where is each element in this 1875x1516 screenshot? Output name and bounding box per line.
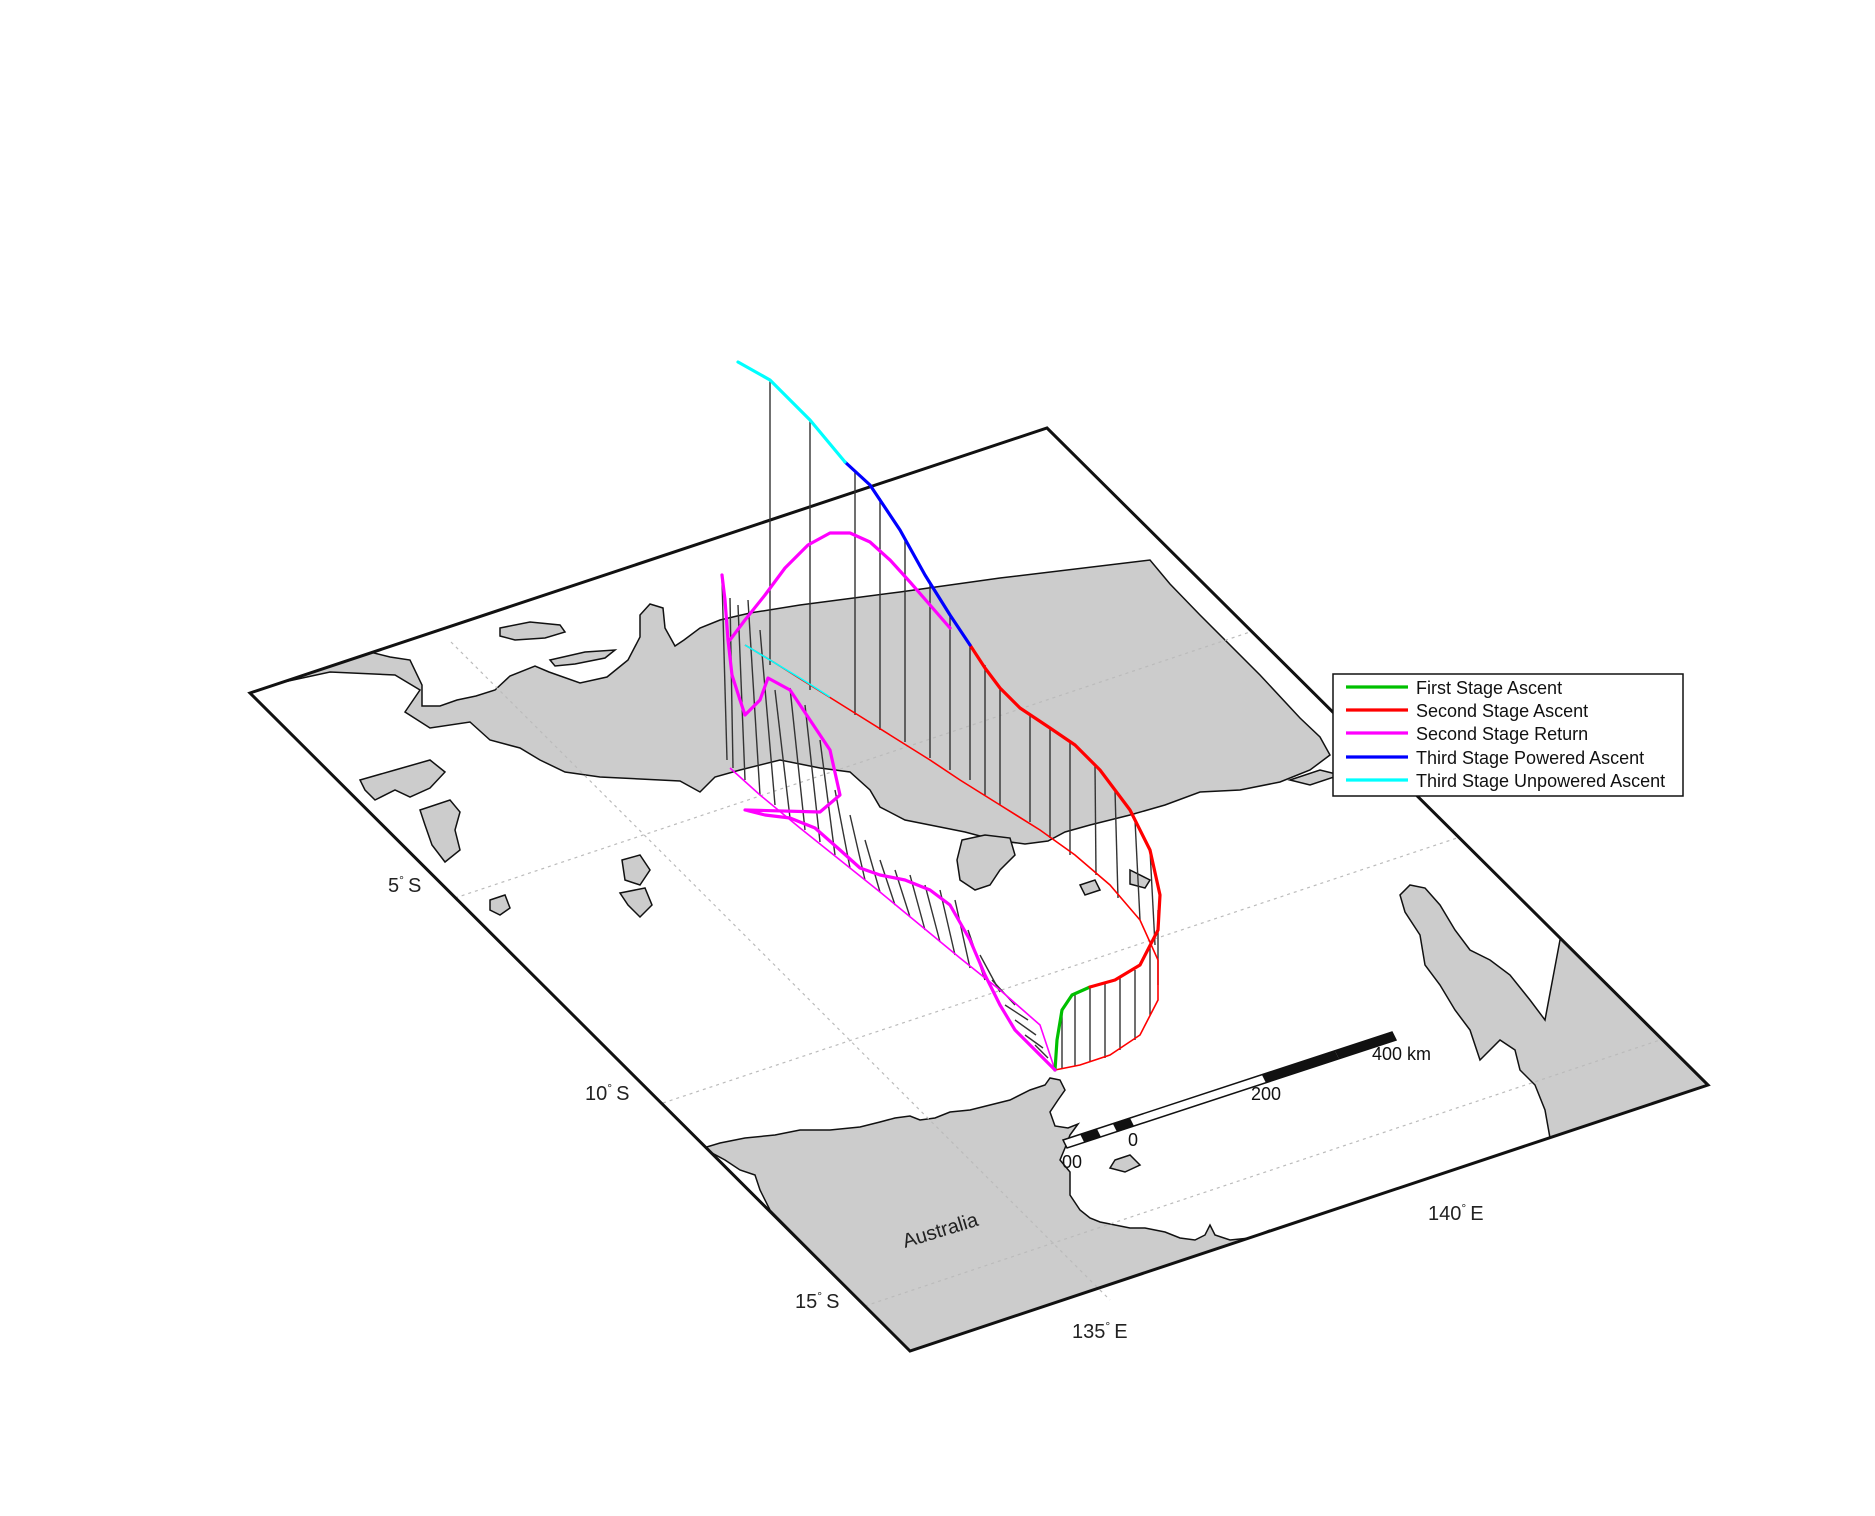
land-island-7 <box>489 894 511 916</box>
traj-third-stage-powered <box>843 460 972 647</box>
curtain-line <box>879 859 896 906</box>
curtain-line <box>1004 1004 1029 1021</box>
scale-bar: 00 0 200 400 km <box>1061 1031 1431 1172</box>
traj-first-stage-ascent <box>1053 985 1092 1072</box>
legend-box <box>1332 673 1684 797</box>
legend-entry-first-stage-ascent: First Stage Ascent <box>1346 678 1562 698</box>
curtain-line <box>1134 819 1141 921</box>
land-island-8 <box>956 834 1016 891</box>
land-island-9 <box>1129 868 1152 889</box>
scale-bar-seg-3 <box>1262 1051 1339 1083</box>
lon-label-135e: 135° E <box>1072 1319 1128 1343</box>
land-island-4 <box>419 799 461 864</box>
trajectory-curtain <box>721 380 1159 1068</box>
land-island-2 <box>548 649 618 667</box>
lon-label-140e: 140° E <box>1428 1201 1484 1225</box>
lat-label-5s: 5° S <box>388 873 421 897</box>
lat-label-10s: 10° S <box>585 1081 629 1105</box>
legend-entry-second-stage-ascent: Second Stage Ascent <box>1346 701 1588 721</box>
curtain-line <box>729 597 734 769</box>
curtain-line <box>804 704 821 843</box>
map-plane <box>250 428 1708 1351</box>
curtain-line <box>1014 1019 1037 1036</box>
legend-label: Second Stage Ascent <box>1416 701 1588 721</box>
curtain-line <box>1094 764 1097 876</box>
curtain-line <box>819 739 836 856</box>
scale-label-zero: 0 <box>1128 1130 1138 1150</box>
scale-label-minus: 00 <box>1062 1152 1082 1172</box>
curtain-line <box>864 839 881 893</box>
land-new-guinea <box>250 559 1331 845</box>
legend: First Stage Ascent Second Stage Ascent S… <box>1332 673 1684 797</box>
legend-label: Second Stage Return <box>1416 724 1588 744</box>
scale-label-200: 200 <box>1251 1084 1281 1104</box>
ground-track-third <box>744 644 831 698</box>
land-island-12 <box>1108 1154 1142 1173</box>
land-island-3 <box>358 759 447 801</box>
curtain-line <box>1034 1044 1049 1059</box>
traj-second-stage-return-upper <box>728 531 952 642</box>
curtain-line <box>774 689 791 819</box>
land-island-1 <box>499 621 567 641</box>
legend-label: Third Stage Unpowered Ascent <box>1416 771 1665 791</box>
curtain-line <box>737 604 746 781</box>
scale-label-400km: 400 km <box>1372 1044 1431 1064</box>
curtain-line <box>789 687 806 831</box>
legend-entry-second-stage-return: Second Stage Return <box>1346 724 1588 744</box>
traj-second-stage-return <box>720 573 1057 1072</box>
map-frame <box>247 426 1711 1353</box>
curtain-line <box>1024 1034 1044 1049</box>
curtain-line <box>1149 849 1156 946</box>
land-island-5 <box>621 854 651 886</box>
scale-bar-seg-4 <box>1335 1032 1396 1059</box>
lat-label-15s: 15° S <box>795 1289 839 1313</box>
legend-label: Third Stage Powered Ascent <box>1416 748 1644 768</box>
curtain-line <box>954 899 971 969</box>
legend-entry-third-stage-unpowered: Third Stage Unpowered Ascent <box>1346 771 1665 791</box>
scale-bar-seg-1 <box>1080 1129 1101 1142</box>
legend-label: First Stage Ascent <box>1416 678 1562 698</box>
graticule <box>450 631 1661 1307</box>
land-island-10 <box>1078 879 1102 896</box>
ground-track-ascent <box>744 644 1159 1071</box>
curtain-line <box>759 629 776 806</box>
curtain-line <box>924 884 941 943</box>
curtain-line <box>721 579 728 761</box>
legend-entry-third-stage-powered: Third Stage Powered Ascent <box>1346 748 1644 768</box>
traj-second-stage-ascent <box>968 643 1162 989</box>
scale-bar-seg-2 <box>1113 1118 1134 1132</box>
trajectory-3d <box>720 360 1162 1072</box>
traj-third-stage-unpowered <box>736 360 847 464</box>
curtain-line <box>1114 789 1119 899</box>
curtain-line <box>747 599 761 796</box>
land-island-6 <box>618 887 653 919</box>
